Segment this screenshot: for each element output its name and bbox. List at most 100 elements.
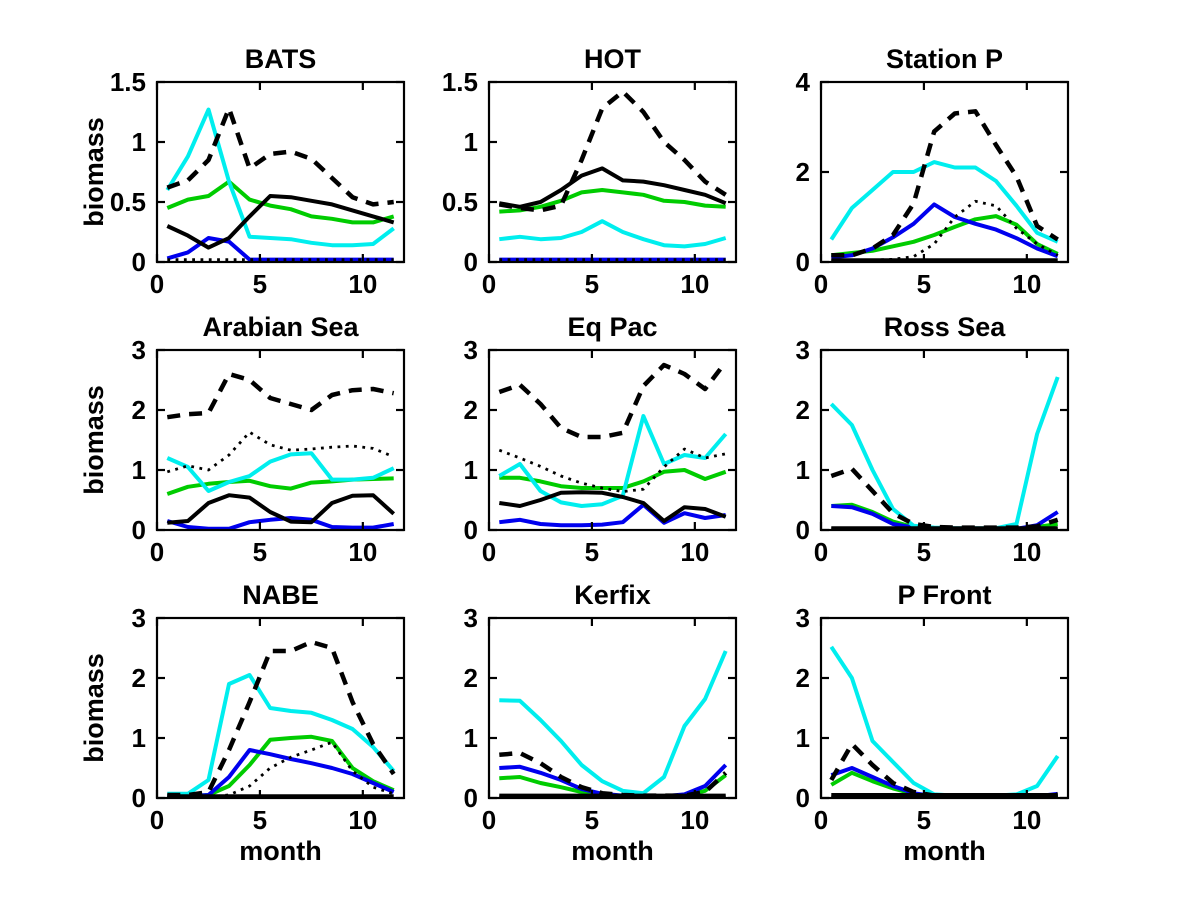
- x-tick-label: 0: [814, 269, 828, 299]
- chart-title: Arabian Sea: [202, 312, 359, 342]
- axes-box: [819, 616, 1070, 800]
- x-tick-label: 10: [680, 269, 709, 299]
- series-black-dashed: [498, 89, 727, 213]
- y-tick-label: 1.5: [442, 67, 478, 97]
- series-cyan-solid: [829, 160, 1059, 244]
- axes-box: [155, 348, 406, 532]
- x-tick-label: 0: [814, 537, 828, 567]
- x-tick-label: 10: [680, 537, 709, 567]
- series-blue-solid: [499, 502, 726, 528]
- x-tick-label: 10: [680, 805, 709, 835]
- y-tick-label: 1: [464, 127, 478, 157]
- x-tick-label: 5: [917, 537, 931, 567]
- series-black-dashed: [498, 360, 728, 440]
- x-tick-label: 5: [585, 537, 599, 567]
- x-tick-label: 0: [814, 805, 828, 835]
- y-tick-label: 3: [464, 603, 478, 633]
- chart-canvas-nabe: 0 5 10 0 1 2 3: [132, 603, 406, 835]
- series-cyan-solid: [498, 414, 728, 508]
- y-tick-label: 0.5: [442, 187, 478, 217]
- series-black-dotted: [167, 740, 395, 799]
- series-black-dashed: [829, 741, 1058, 799]
- y-tick-label: 0: [464, 515, 478, 545]
- x-tick-label: 5: [585, 269, 599, 299]
- x-tick-label: 10: [1012, 537, 1041, 567]
- axes-box: [487, 616, 738, 800]
- y-tick-label: 3: [796, 335, 810, 365]
- y-tick-label: 2: [796, 395, 810, 425]
- x-tick-label: 10: [348, 805, 377, 835]
- y-tick-label: 2: [132, 395, 146, 425]
- subplot-station-p: Station P 0 5 10 0 2 4: [666, 42, 1086, 372]
- subplot-ross-sea: Ross Sea 0 5 10 0 1 2 3: [666, 310, 1086, 640]
- series-cyan-solid: [829, 376, 1060, 531]
- series-cyan-solid: [499, 650, 728, 796]
- y-tick-label: 1: [464, 455, 478, 485]
- series-black-dashed: [166, 106, 394, 207]
- series-green-solid: [499, 468, 727, 490]
- series-cyan-solid: [167, 673, 396, 796]
- series-black-solid: [166, 194, 395, 250]
- x-tick-label: 5: [585, 805, 599, 835]
- y-tick-label: 4: [796, 67, 811, 97]
- y-tick-label: 1: [464, 723, 478, 753]
- series-cyan-solid: [166, 451, 395, 493]
- series-black-solid: [499, 490, 727, 523]
- series-black-solid: [498, 166, 727, 209]
- y-tick-label: 2: [464, 395, 478, 425]
- chart-title: BATS: [244, 44, 317, 74]
- x-tick-label: 0: [150, 269, 164, 299]
- y-tick-label: 0: [132, 515, 146, 545]
- series-black-dashed: [166, 371, 395, 420]
- y-axis-label: biomass: [79, 385, 109, 495]
- y-tick-label: 2: [464, 663, 478, 693]
- y-tick-label: 1: [132, 455, 146, 485]
- y-tick-label: 0: [796, 247, 810, 277]
- subplot-hot: HOT 0 5 10 0 0.5 1 1.5: [334, 42, 754, 372]
- chart-canvas-bats: 0 5 10 0 0.5 1 1.5: [110, 67, 406, 299]
- x-axis-label: month: [571, 836, 654, 866]
- series-black-dashed: [499, 750, 728, 798]
- y-tick-label: 1: [132, 127, 146, 157]
- subplot-arabian-sea: Arabian Sea biomass 0 5 10 0 1 2 3: [2, 310, 422, 640]
- y-tick-label: 2: [796, 157, 810, 187]
- series-blue-solid: [166, 236, 394, 262]
- series-green-solid: [499, 188, 726, 214]
- series-black-dotted: [166, 430, 395, 474]
- y-tick-label: 1: [796, 455, 810, 485]
- subplot-eq-pac: Eq Pac 0 5 10 0 1 2 3: [334, 310, 754, 640]
- chart-title: Eq Pac: [567, 312, 658, 342]
- series-cyan-solid: [165, 107, 395, 248]
- x-tick-label: 5: [253, 537, 267, 567]
- chart-canvas-hot: 0 5 10 0 0.5 1 1.5: [442, 67, 738, 299]
- x-tick-label: 5: [917, 805, 931, 835]
- series-black-dashed: [167, 639, 396, 798]
- subplot-bats: BATS biomass 0 5 10 0 0.5 1 1.5: [2, 42, 422, 372]
- y-tick-label: 0: [132, 783, 146, 813]
- y-tick-label: 0: [132, 247, 146, 277]
- x-tick-label: 0: [482, 537, 496, 567]
- y-tick-label: 3: [132, 603, 146, 633]
- chart-title: Station P: [885, 44, 1003, 74]
- chart-title: NABE: [242, 580, 319, 610]
- x-axis-label: month: [239, 836, 322, 866]
- y-tick-label: 0: [464, 783, 478, 813]
- axes-box: [487, 348, 738, 532]
- y-tick-label: 0: [796, 515, 810, 545]
- chart-title: HOT: [584, 44, 641, 74]
- chart-canvas-ross-sea: 0 5 10 0 1 2 3: [796, 335, 1070, 567]
- x-tick-label: 0: [150, 537, 164, 567]
- x-tick-label: 10: [348, 537, 377, 567]
- x-tick-label: 0: [482, 805, 496, 835]
- axes-box: [819, 80, 1070, 264]
- x-tick-label: 5: [253, 269, 267, 299]
- y-tick-label: 2: [132, 663, 146, 693]
- y-tick-label: 0.5: [110, 187, 146, 217]
- chart-title: Kerfix: [574, 580, 651, 610]
- series-green-solid: [166, 179, 395, 225]
- x-tick-label: 0: [482, 269, 496, 299]
- chart-canvas-station-p: 0 5 10 0 2 4: [796, 67, 1070, 299]
- series-black-dashed: [831, 109, 1059, 258]
- x-axis-label: month: [903, 836, 986, 866]
